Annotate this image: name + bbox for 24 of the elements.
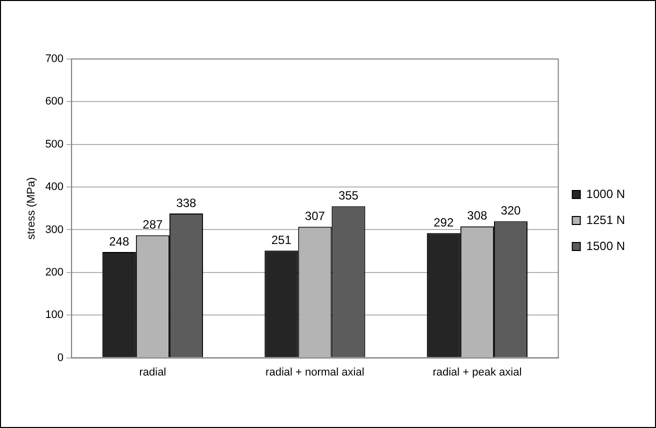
y-tick-label: 0 [57,352,64,364]
data-label: 320 [500,204,522,218]
x-tick-label: radial + peak axial [432,366,522,378]
data-label: 307 [304,209,326,224]
y-tick-label: 100 [45,309,64,322]
x-tick-label: radial [139,366,166,378]
y-tick-label: 400 [45,181,64,194]
y-tick-label: 500 [45,138,64,150]
y-axis-title: stress (MPa) [26,177,38,240]
data-label: 338 [176,196,197,210]
data-label: 251 [271,232,292,247]
data-label: 248 [109,234,130,248]
y-tick-label: 200 [45,266,64,278]
x-tick-label: radial + normal axial [266,366,364,378]
legend-label: 1251 N [586,212,626,227]
data-label: 292 [434,215,454,230]
legend-label: 1500 N [586,238,626,253]
data-label: 287 [142,218,164,232]
y-tick-label: 600 [45,96,64,108]
legend-label: 1000 N [586,186,626,201]
y-tick-label: 700 [45,53,64,66]
data-label: 308 [467,208,488,223]
data-label: 355 [338,188,359,203]
y-tick-label: 300 [45,224,64,236]
